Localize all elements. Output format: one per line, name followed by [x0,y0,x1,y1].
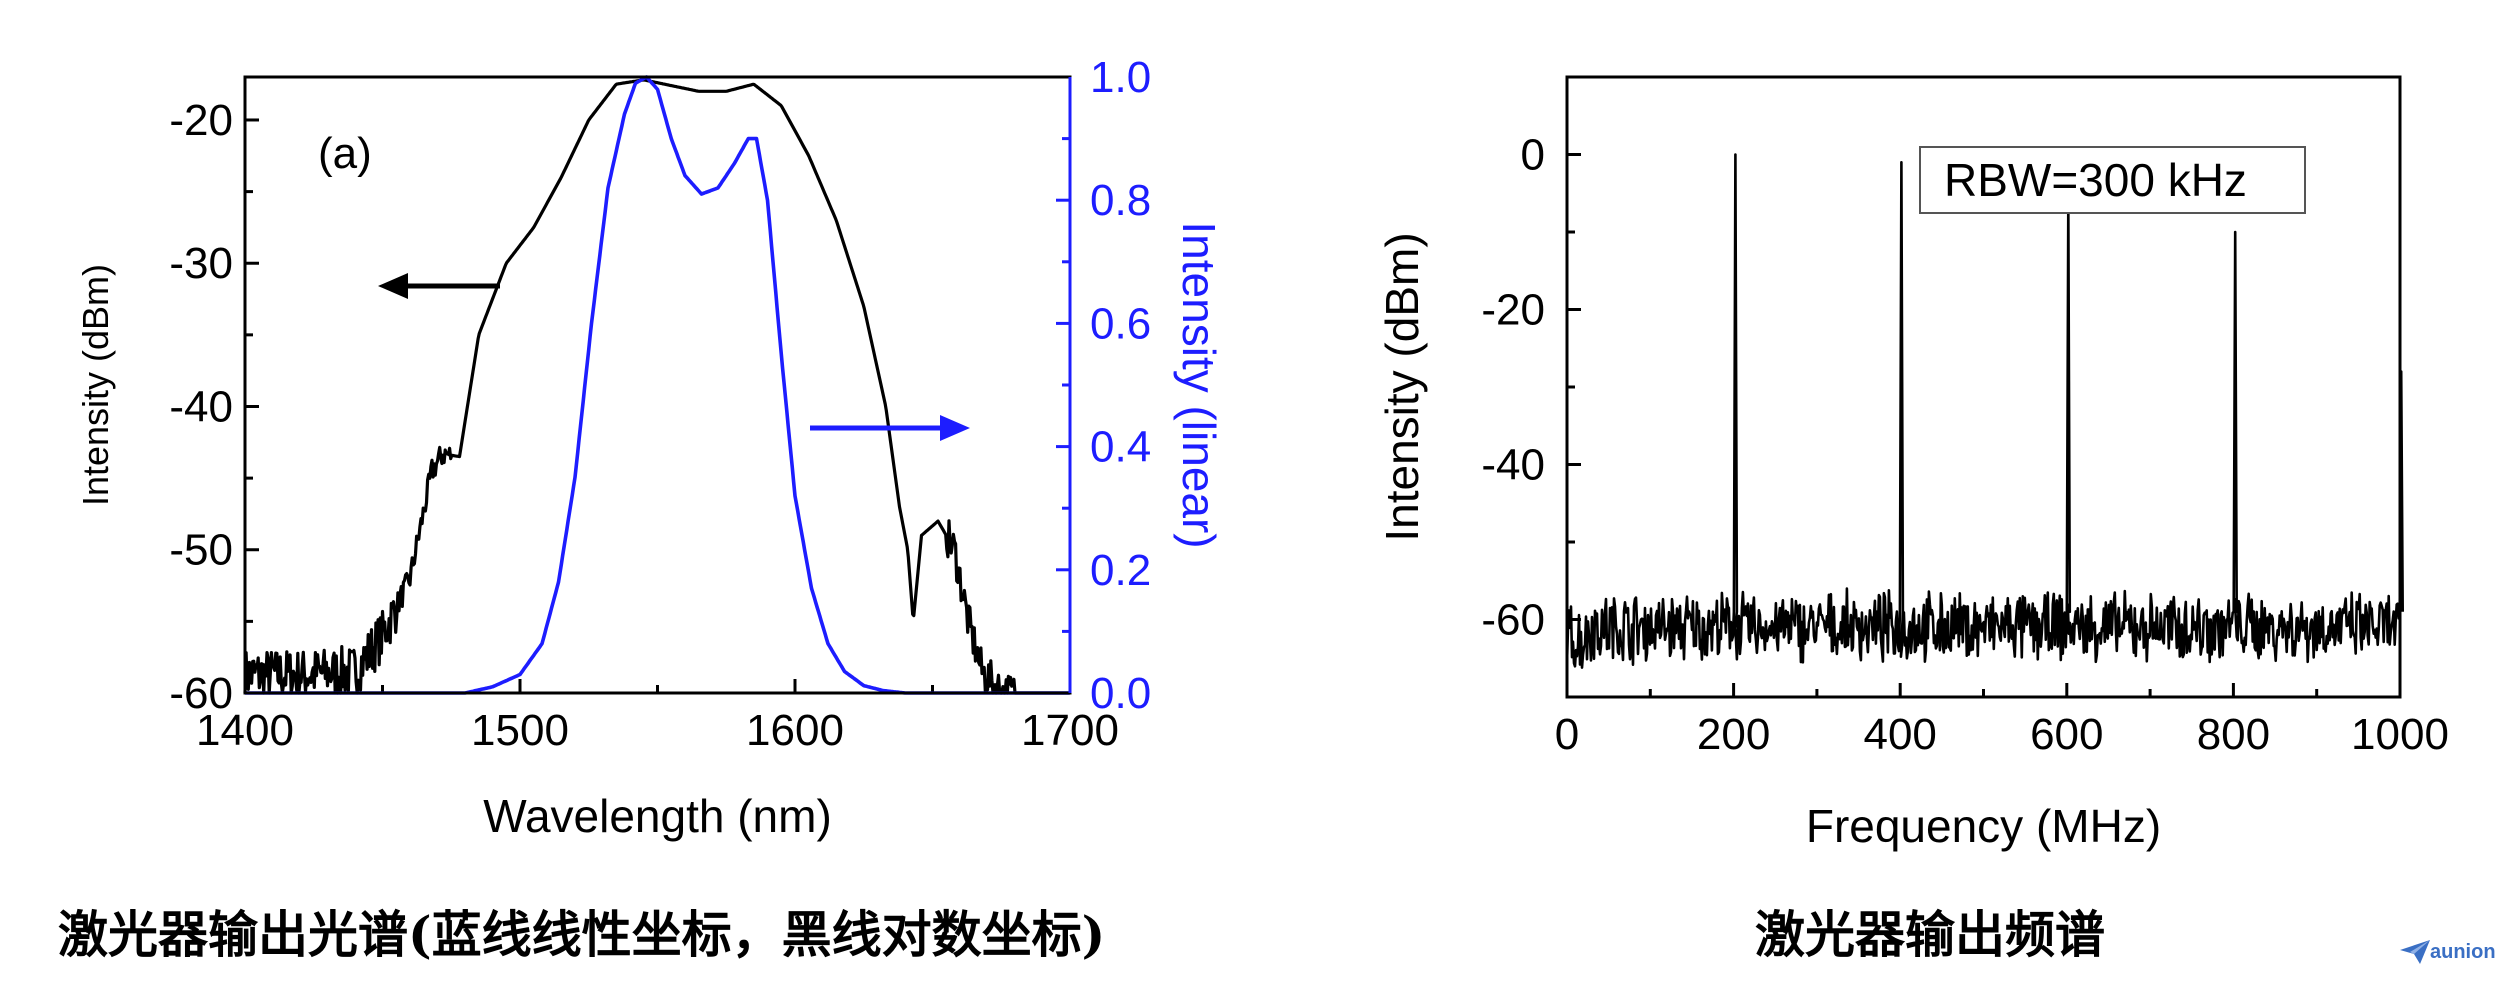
y-tick-label: -60 [169,669,233,718]
rf-spectrum-tick-labels: 0 200 400 600 800 1000 0 -20 -40 -60 [1481,131,2449,760]
optical-spectrum-tick-labels: 1400 1500 1600 1700 -20 -30 -40 -50 -60 1.0 0.8 0.6… [169,53,1151,755]
x-tick-label: 400 [1863,710,1936,759]
y-tick-label: -40 [1481,441,1545,490]
rbw-annotation-box [1919,146,2306,214]
x-tick-label: 1000 [2351,710,2449,759]
right-arrow [810,415,970,441]
x-tick-label: 1600 [746,706,844,755]
rbw-annotation: RBW=300 kHz [1944,154,2247,206]
y2-tick-label: 0.6 [1090,299,1151,348]
y-tick-label: -60 [1481,596,1545,645]
rf-spectrum-frame [1565,75,2402,699]
y2-tick-label: 1.0 [1090,53,1151,102]
series-black-dbm [243,78,1070,695]
optical-spectrum-caption: 激光器输出光谱(蓝线线性坐标，黑线对数坐标) [58,905,1106,964]
x-tick-label: 1700 [1021,706,1119,755]
y-tick-label: -40 [169,382,233,431]
paper-plane-icon [2400,940,2430,964]
y-tick-label: 0 [1521,131,1545,180]
series-rf-spectrum [1565,153,2404,669]
y-tick-label: -20 [169,96,233,145]
y2-tick-label: 0.8 [1090,176,1151,225]
rf-spectrum-caption: 激光器输出频谱 [1755,905,2105,964]
y-tick-label: -50 [169,526,233,575]
optical-spectrum-panel: 1400 1500 1600 1700 -20 -30 -40 -50 -60 1.0 0.8 0.6… [75,53,1225,842]
logo-text: aunion [2430,940,2496,963]
y2-tick-label: 0.0 [1090,669,1151,718]
left-arrow [378,273,500,299]
y2-tick-label: 0.4 [1090,423,1151,472]
x-axis-label: Frequency (MHz) [1806,800,2161,852]
x-tick-label: 800 [2197,710,2270,759]
aunion-logo: aunion [2400,940,2496,964]
y-axis-label: Intensity (dBm) [75,264,116,506]
x-tick-label: 600 [2030,710,2103,759]
y2-axis-label: Intensity (linear) [1173,221,1225,548]
y2-tick-label: 0.2 [1090,546,1151,595]
y-axis-label: Intensity (dBm) [1376,232,1428,541]
x-tick-label: 1400 [196,706,294,755]
x-axis-label: Wavelength (nm) [483,790,832,842]
x-tick-label: 200 [1697,710,1770,759]
y-tick-label: -20 [1481,286,1545,335]
x-tick-label: 0 [1555,710,1579,759]
rf-spectrum-curves [1565,153,2404,669]
y-tick-label: -30 [169,239,233,288]
panel-label: (a) [318,129,372,178]
x-tick-label: 1500 [471,706,569,755]
